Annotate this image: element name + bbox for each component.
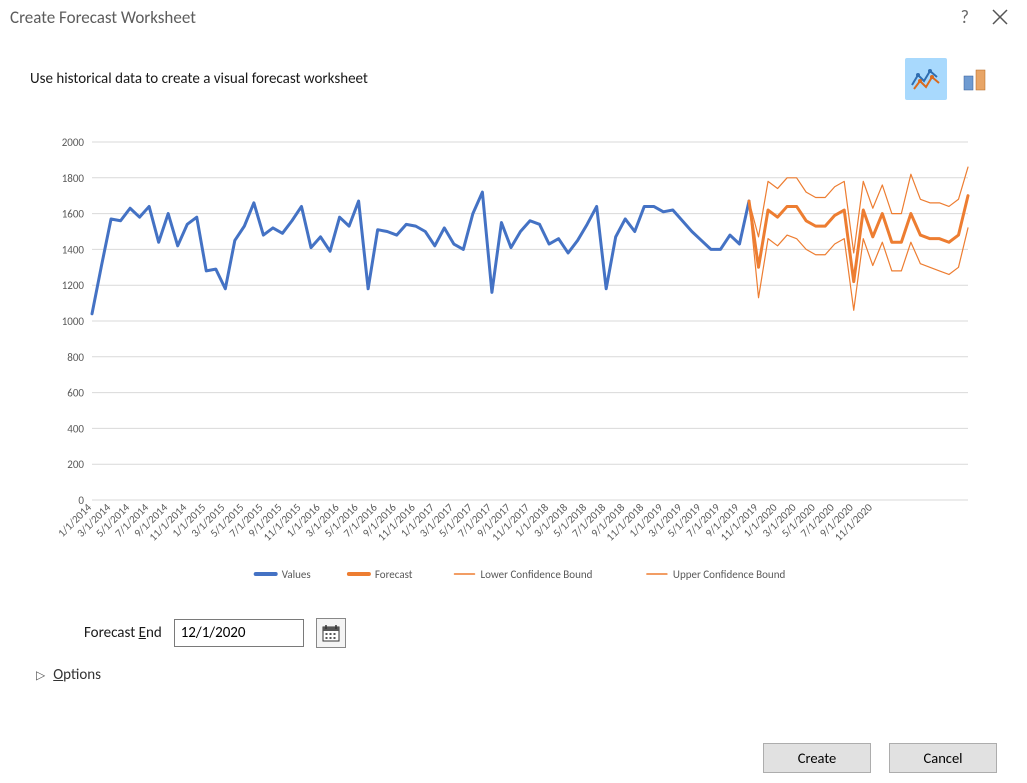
forecast-end-row: Forecast End [0, 590, 1027, 648]
svg-text:400: 400 [67, 422, 84, 435]
svg-text:200: 200 [67, 458, 84, 471]
forecast-dialog: Create Forecast Worksheet ? Use historic… [0, 0, 1027, 783]
create-button[interactable]: Create [763, 743, 871, 773]
svg-text:Values: Values [282, 568, 311, 581]
options-mnemonic: O [53, 666, 63, 684]
cancel-button[interactable]: Cancel [889, 743, 997, 773]
svg-text:600: 600 [67, 387, 84, 400]
svg-text:Upper Confidence Bound: Upper Confidence Bound [673, 568, 785, 581]
svg-text:2000: 2000 [62, 136, 85, 149]
svg-text:800: 800 [67, 351, 84, 364]
forecast-chart: 02004006008001000120014001600180020001/1… [30, 130, 975, 590]
dialog-subtitle: Use historical data to create a visual f… [30, 70, 368, 88]
svg-text:1600: 1600 [62, 208, 85, 221]
window-controls: ? [961, 6, 1017, 28]
forecast-end-input[interactable] [174, 619, 304, 647]
svg-text:1400: 1400 [62, 243, 85, 256]
forecast-end-label-suffix: nd [146, 624, 162, 642]
calendar-icon [321, 623, 341, 643]
column-chart-icon [962, 66, 990, 92]
line-chart-toggle[interactable] [905, 58, 947, 100]
subtitle-row: Use historical data to create a visual f… [0, 32, 1027, 100]
options-label: Options [53, 666, 101, 684]
titlebar: Create Forecast Worksheet ? [0, 0, 1027, 32]
expand-icon: ▷ [36, 668, 45, 683]
svg-text:1800: 1800 [62, 172, 85, 185]
forecast-end-mnemonic: E [139, 624, 146, 642]
svg-text:Lower Confidence Bound: Lower Confidence Bound [481, 568, 593, 581]
chart-type-toggle [905, 58, 997, 100]
date-picker-button[interactable] [316, 618, 346, 648]
close-icon[interactable] [991, 8, 1009, 26]
svg-text:Forecast: Forecast [375, 568, 413, 581]
svg-text:1000: 1000 [62, 315, 85, 328]
line-chart-icon [911, 67, 941, 91]
options-toggle[interactable]: ▷ Options [0, 648, 1027, 684]
dialog-footer: Create Cancel [763, 743, 997, 773]
svg-text:1200: 1200 [62, 279, 85, 292]
forecast-end-label: Forecast End [84, 624, 162, 642]
chart-area: 02004006008001000120014001600180020001/1… [0, 100, 1027, 590]
help-icon[interactable]: ? [961, 6, 969, 28]
forecast-end-label-prefix: Forecast [84, 624, 139, 642]
dialog-title: Create Forecast Worksheet [10, 7, 196, 28]
column-chart-toggle[interactable] [955, 58, 997, 100]
options-label-suffix: ptions [63, 666, 101, 684]
